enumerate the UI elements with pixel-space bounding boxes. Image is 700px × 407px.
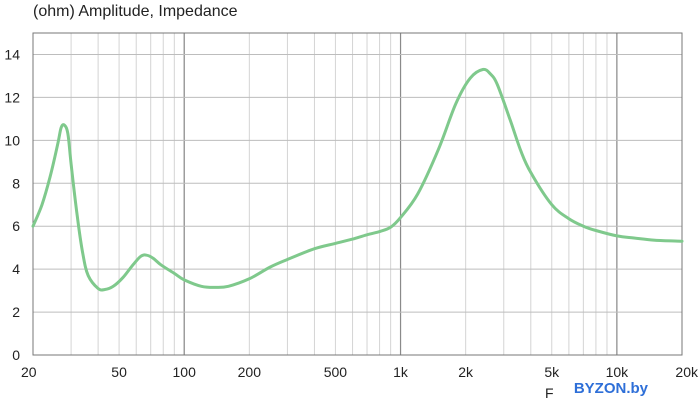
x-axis-ticks: 20 50 100 200 500 1k 2k 5k 10k 20k bbox=[21, 364, 699, 380]
x-tick-label: 5k bbox=[544, 364, 560, 380]
y-tick-label: 10 bbox=[4, 132, 20, 148]
watermark-logo: BYZON.by bbox=[573, 379, 648, 397]
minor-grid bbox=[70, 33, 618, 355]
x-tick-label: 100 bbox=[173, 364, 197, 380]
y-tick-label: 14 bbox=[4, 46, 20, 62]
x-tick-label: 200 bbox=[238, 364, 262, 380]
plot-frame bbox=[32, 32, 683, 356]
y-tick-label: 4 bbox=[12, 261, 20, 277]
x-tick-label: 20 bbox=[21, 364, 37, 380]
watermark-box: BYZON.by bbox=[569, 377, 652, 399]
x-tick-label: 50 bbox=[111, 364, 127, 380]
x-tick-label: 1k bbox=[393, 364, 409, 380]
x-tick-label: 2k bbox=[458, 364, 474, 380]
y-axis-ticks: 0 2 4 6 8 10 12 14 bbox=[4, 46, 20, 363]
y-tick-label: 0 bbox=[12, 347, 20, 363]
y-tick-label: 6 bbox=[12, 218, 20, 234]
chart-title: (ohm) Amplitude, Impedance bbox=[33, 3, 238, 20]
x-axis-label: F bbox=[545, 385, 554, 401]
x-tick-label: 10k bbox=[606, 364, 630, 380]
y-tick-label: 12 bbox=[4, 89, 20, 105]
impedance-curve bbox=[31, 67, 684, 292]
x-tick-label: 20k bbox=[675, 364, 699, 380]
major-grid bbox=[33, 33, 682, 356]
y-tick-label: 2 bbox=[12, 304, 20, 320]
y-tick-label: 8 bbox=[12, 175, 20, 191]
x-tick-label: 500 bbox=[324, 364, 348, 380]
